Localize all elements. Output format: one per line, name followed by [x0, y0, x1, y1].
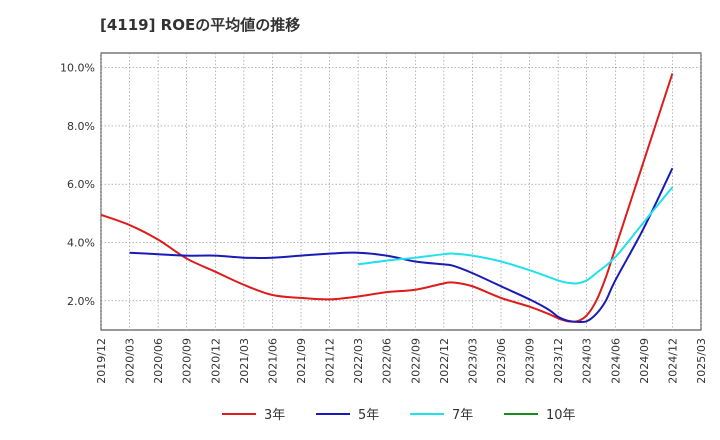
legend-label-5年: 5年 — [358, 408, 379, 423]
x-tick-label: 2024/06 — [609, 338, 622, 384]
plot-border — [100, 52, 702, 331]
x-tick-label: 2023/03 — [466, 338, 479, 384]
chart-title: [4119] ROEの平均値の推移 — [100, 16, 300, 34]
y-tick-label: 2.0% — [67, 295, 95, 308]
x-tick-label: 2022/03 — [352, 338, 365, 384]
x-tick-label: 2024/03 — [581, 338, 594, 384]
y-tick-label: 8.0% — [67, 120, 95, 133]
x-tick-label: 2019/12 — [95, 338, 108, 384]
x-tick-label: 2020/06 — [152, 338, 165, 384]
x-tick-label: 2023/06 — [495, 338, 508, 384]
series-line-5年 — [129, 167, 674, 324]
x-tick-label: 2021/03 — [238, 338, 251, 384]
series-line-7年 — [358, 186, 674, 285]
series-lines — [100, 73, 674, 324]
x-tick-label: 2020/09 — [181, 338, 194, 384]
x-tick-label: 2022/06 — [381, 338, 394, 384]
legend-label-7年: 7年 — [452, 408, 473, 423]
legend: 3年 5年 7年 10年 — [222, 408, 576, 423]
x-tick-label: 2025/03 — [695, 338, 708, 384]
y-axis-ticks: 2.0% 4.0% 6.0% 8.0% 10.0% — [60, 62, 95, 308]
x-tick-label: 2020/12 — [209, 338, 222, 384]
legend-label-3年: 3年 — [264, 408, 285, 423]
x-tick-label: 2023/09 — [524, 338, 537, 384]
y-tick-label: 4.0% — [67, 237, 95, 250]
x-tick-label: 2024/12 — [666, 338, 679, 384]
x-tick-label: 2020/03 — [124, 338, 137, 384]
plot-area — [100, 52, 702, 331]
series-line-3年 — [100, 73, 674, 323]
x-tick-label: 2022/09 — [409, 338, 422, 384]
x-tick-label: 2021/09 — [295, 338, 308, 384]
y-tick-label: 6.0% — [67, 178, 95, 191]
y-tick-label: 10.0% — [60, 62, 95, 75]
x-tick-label: 2022/12 — [438, 338, 451, 384]
x-axis-ticks: 2019/12 2020/03 2020/06 2020/09 2020/12 2021/… — [95, 338, 708, 384]
x-tick-label: 2023/12 — [552, 338, 565, 384]
x-tick-label: 2024/09 — [638, 338, 651, 384]
legend-label-10年: 10年 — [546, 408, 576, 423]
x-tick-label: 2021/06 — [266, 338, 279, 384]
gridlines — [100, 53, 702, 330]
x-tick-label: 2021/12 — [324, 338, 337, 384]
